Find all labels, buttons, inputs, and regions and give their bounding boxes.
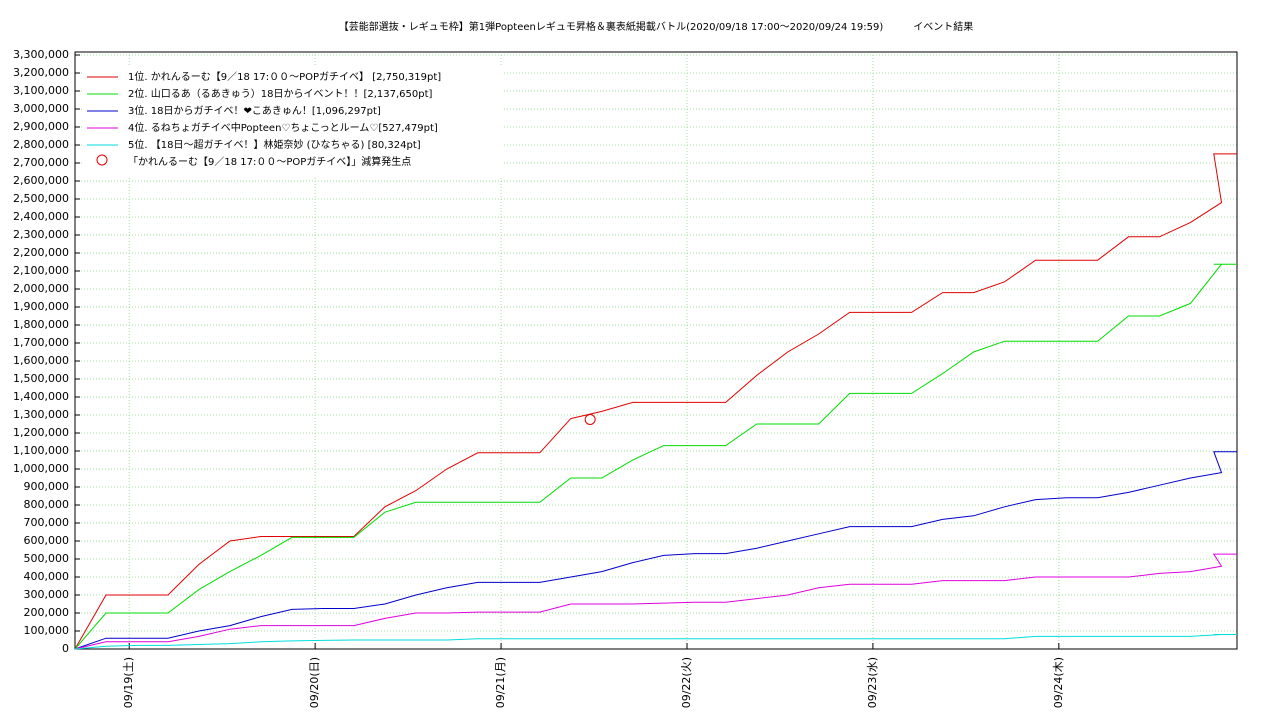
series-line xyxy=(74,553,1237,650)
x-tick-label: 09/24(木) xyxy=(1052,657,1065,708)
y-tick-label: 700,000 xyxy=(24,516,70,529)
y-tick-label: 800,000 xyxy=(24,498,70,511)
x-tick-label: 09/23(水) xyxy=(866,657,879,708)
y-tick-label: 300,000 xyxy=(24,588,70,601)
y-tick-label: 600,000 xyxy=(24,534,70,547)
legend-label: 5位. 【18日〜超ガチイベ！】林姫奈妙 (ひなちゃる) [80,324pt] xyxy=(128,138,421,151)
y-tick-label: 500,000 xyxy=(24,552,70,565)
y-tick-label: 2,600,000 xyxy=(13,174,69,187)
y-tick-label: 1,000,000 xyxy=(13,462,69,475)
y-tick-label: 1,400,000 xyxy=(13,390,69,403)
legend-label: 4位. るねちょガチイベ中Popteen♡ちょこっとルーム♡[527,479pt… xyxy=(128,121,438,134)
series-line xyxy=(74,634,1237,650)
legend: 1位. かれんるーむ【9／18 17:００〜POPガチイベ】 [2,750,31… xyxy=(82,65,502,178)
y-tick-label: 1,800,000 xyxy=(13,318,69,331)
y-tick-label: 1,500,000 xyxy=(13,372,69,385)
legend-label: 2位. 山口るあ（るあきゅう）18日からイベント！！[2,137,650pt] xyxy=(128,87,433,100)
y-tick-label: 2,000,000 xyxy=(13,282,69,295)
y-tick-label: 1,700,000 xyxy=(13,336,69,349)
y-tick-label: 0 xyxy=(62,642,69,655)
annotation-marker xyxy=(584,414,596,425)
series-line xyxy=(74,263,1237,650)
x-tick-label: 09/20(日) xyxy=(308,657,321,708)
y-tick-label: 3,000,000 xyxy=(13,102,69,115)
y-tick-label: 2,100,000 xyxy=(13,264,69,277)
legend-label: 1位. かれんるーむ【9／18 17:００〜POPガチイベ】 [2,750,31… xyxy=(128,70,441,83)
y-tick-label: 100,000 xyxy=(24,624,70,637)
y-tick-label: 2,200,000 xyxy=(13,246,69,259)
legend-label: 「かれんるーむ【9／18 17:００〜POPガチイベ】」減算発生点 xyxy=(128,155,411,168)
x-tick-label: 09/22(火) xyxy=(680,657,693,708)
y-tick-label: 3,300,000 xyxy=(13,48,69,61)
series-line xyxy=(74,153,1237,650)
y-tick-label: 2,300,000 xyxy=(13,228,69,241)
y-tick-label: 400,000 xyxy=(24,570,70,583)
y-tick-label: 1,300,000 xyxy=(13,408,69,421)
y-tick-label: 900,000 xyxy=(24,480,70,493)
y-tick-label: 1,600,000 xyxy=(13,354,69,367)
y-tick-label: 2,500,000 xyxy=(13,192,69,205)
legend-box xyxy=(82,65,502,178)
y-tick-label: 2,800,000 xyxy=(13,138,69,151)
y-tick-label: 1,900,000 xyxy=(13,300,69,313)
y-tick-label: 200,000 xyxy=(24,606,70,619)
y-tick-label: 2,900,000 xyxy=(13,120,69,133)
y-tick-label: 1,100,000 xyxy=(13,444,69,457)
plot-frame xyxy=(74,51,1238,650)
y-tick-label: 3,100,000 xyxy=(13,84,69,97)
x-tick-label: 09/21(月) xyxy=(494,657,507,708)
chart-title: 【芸能部選抜・レギュモ枠】第1弾Popteenレギュモ昇格＆裏表紙掲載バトル(2… xyxy=(339,20,973,33)
y-tick-label: 2,700,000 xyxy=(13,156,69,169)
y-tick-label: 2,400,000 xyxy=(13,210,69,223)
legend-label: 3位. 18日からガチイベ！❤こあきゅん！[1,096,297pt] xyxy=(128,104,381,117)
series-line xyxy=(74,451,1237,650)
x-tick-label: 09/19(土) xyxy=(122,657,135,708)
y-tick-label: 3,200,000 xyxy=(13,66,69,79)
y-tick-label: 1,200,000 xyxy=(13,426,69,439)
legend-swatch xyxy=(96,154,108,166)
